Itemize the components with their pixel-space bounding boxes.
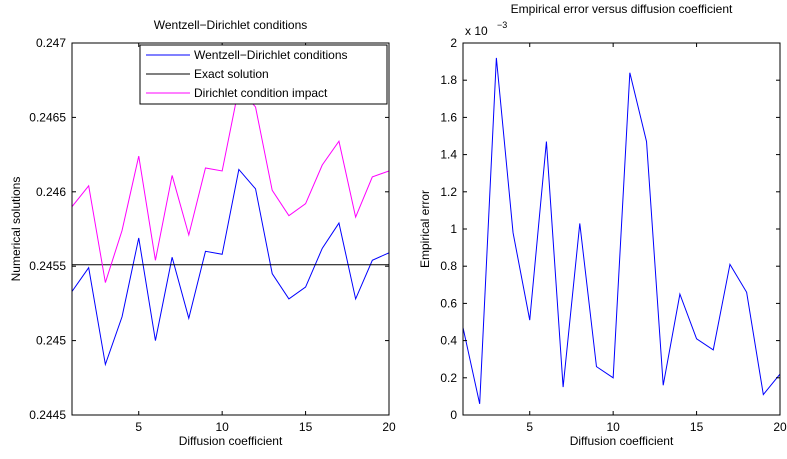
x-axis-label: Diffusion coefficient <box>570 434 674 448</box>
y-tick-label: 0.4 <box>440 334 457 348</box>
series-line-0 <box>72 168 389 367</box>
y-tick-label: 0.247 <box>36 36 66 50</box>
y-axis-label: Empirical error <box>418 190 432 268</box>
y-tick-label: 0.2445 <box>29 408 66 422</box>
legend-label-2: Dirichlet condition impact <box>194 86 328 100</box>
y-tick-label: 0.2 <box>440 371 457 385</box>
x-axis-label: Diffusion coefficient <box>179 434 283 448</box>
y-axis-label: Numerical solutions <box>9 177 23 282</box>
y-tick-label: 1 <box>450 222 457 236</box>
y-tick-label: 1.6 <box>440 110 457 124</box>
x-tick-label: 20 <box>773 420 787 434</box>
chart-title: Wentzell−Dirichlet conditions <box>154 18 308 32</box>
y-tick-label: 0.2465 <box>29 110 66 124</box>
y-tick-label: 0 <box>450 408 457 422</box>
y-tick-label: 1.2 <box>440 185 457 199</box>
y-tick-label: 1.8 <box>440 73 457 87</box>
x-tick-label: 5 <box>526 420 533 434</box>
y-tick-label: 0.245 <box>36 334 66 348</box>
x-tick-label: 10 <box>606 420 620 434</box>
y-tick-label: 0.6 <box>440 296 457 310</box>
series-line-2 <box>72 86 389 283</box>
y-tick-label: 0.246 <box>36 185 66 199</box>
legend-label-1: Exact solution <box>194 67 269 81</box>
y-tick-label: 0.8 <box>440 259 457 273</box>
x-tick-label: 15 <box>299 420 313 434</box>
x-tick-label: 10 <box>215 420 229 434</box>
legend: Wentzell−Dirichlet conditions Exact solut… <box>139 44 388 105</box>
axis-multiplier: x 10 <box>465 24 488 38</box>
x-tick-label: 5 <box>135 420 142 434</box>
right-chart: 5 10 15 20 0 0.2 0.4 0.6 0.8 1 1.2 1.4 1.6 1.8 2 Empiri… <box>418 2 787 448</box>
axes-box <box>71 42 390 416</box>
y-tick-label: 2 <box>450 36 457 50</box>
x-tick-label: 20 <box>382 420 396 434</box>
chart-title: Empirical error versus diffusion coeffic… <box>511 2 733 16</box>
x-tick-label: 15 <box>690 420 704 434</box>
series-line-0 <box>463 57 780 404</box>
axis-multiplier-exponent: −3 <box>497 20 507 30</box>
y-tick-label: 1.4 <box>440 148 457 162</box>
legend-label-0: Wentzell−Dirichlet conditions <box>194 48 348 62</box>
left-chart: 5 10 15 20 0.2445 0.245 0.2455 0.246 0.2465 0.247… <box>9 18 396 448</box>
y-tick-label: 0.2455 <box>29 259 66 273</box>
